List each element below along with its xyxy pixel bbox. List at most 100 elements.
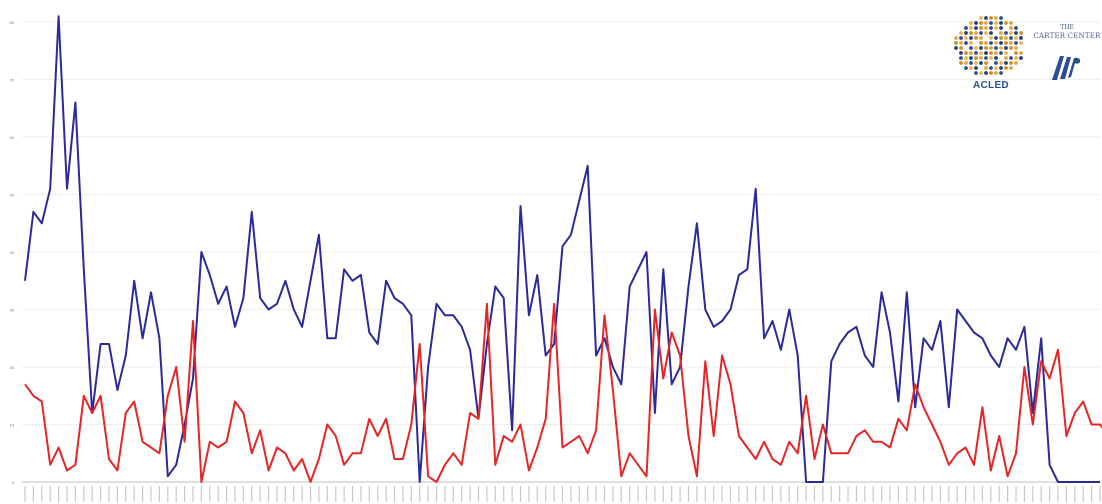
x-tick-mark xyxy=(167,486,169,502)
y-tick-label: 20 xyxy=(10,365,15,370)
x-tick-mark xyxy=(469,486,471,502)
x-tick-mark xyxy=(225,486,228,502)
x-tick-mark xyxy=(813,486,816,502)
x-tick-mark xyxy=(427,486,429,502)
x-tick-mark xyxy=(687,486,690,502)
x-tick-mark xyxy=(637,486,639,502)
x-tick-mark xyxy=(32,486,34,502)
x-tick-mark xyxy=(1091,486,1093,502)
x-tick-mark xyxy=(360,486,362,502)
x-tick-mark xyxy=(133,486,135,502)
x-tick-mark xyxy=(217,486,219,502)
x-tick-mark xyxy=(990,486,992,502)
x-tick-mark xyxy=(864,486,866,502)
x-tick-mark xyxy=(301,486,303,502)
x-tick-mark xyxy=(805,486,807,502)
x-tick-mark xyxy=(889,486,891,502)
x-tick-mark xyxy=(822,486,824,502)
x-tick-mark xyxy=(503,486,505,502)
x-tick-mark xyxy=(1099,486,1101,502)
x-tick-mark xyxy=(620,486,622,502)
x-tick-mark xyxy=(402,486,404,502)
x-tick-mark xyxy=(603,486,606,502)
acled-globe-icon xyxy=(954,16,1023,75)
y-tick-label: 10 xyxy=(10,423,15,428)
x-tick-mark xyxy=(1023,486,1026,502)
x-tick-mark xyxy=(276,486,278,502)
x-tick-mark xyxy=(998,486,1000,502)
y-tick-label: 60 xyxy=(10,135,15,140)
x-tick-mark xyxy=(981,486,984,502)
x-tick-mark xyxy=(108,486,110,502)
x-tick-mark xyxy=(847,486,849,502)
x-tick-mark xyxy=(1040,486,1042,502)
x-tick-mark xyxy=(839,486,841,502)
x-tick-mark xyxy=(175,486,177,502)
x-tick-mark xyxy=(158,486,160,502)
x-tick-mark xyxy=(729,486,732,502)
x-tick-mark xyxy=(645,486,648,502)
x-tick-mark xyxy=(309,486,312,502)
x-tick-mark xyxy=(1074,486,1076,502)
y-tick-label: 30 xyxy=(10,308,15,313)
x-tick-mark xyxy=(956,486,958,502)
x-tick-mark xyxy=(351,486,354,502)
x-tick-mark xyxy=(368,486,370,502)
x-tick-mark xyxy=(267,486,270,502)
x-tick-mark xyxy=(444,486,446,502)
x-tick-mark xyxy=(545,486,547,502)
x-tick-mark xyxy=(435,486,438,502)
x-tick-mark xyxy=(343,486,345,502)
x-tick-mark xyxy=(528,486,530,502)
x-tick-mark xyxy=(242,486,244,502)
x-tick-mark xyxy=(780,486,782,502)
x-tick-mark xyxy=(561,486,564,502)
x-tick-mark xyxy=(1032,486,1034,502)
x-tick-mark xyxy=(771,486,774,502)
x-tick-mark xyxy=(326,486,328,502)
y-tick-label: 40 xyxy=(10,250,15,255)
y-axis-tick-labels: 0 10 20 30 40 50 60 70 80 xyxy=(10,20,15,485)
x-tick-mark xyxy=(377,486,379,502)
x-tick-mark xyxy=(419,486,421,502)
x-tick-mark xyxy=(914,486,916,502)
x-tick-mark xyxy=(141,486,144,502)
x-tick-mark xyxy=(587,486,589,502)
x-tick-mark xyxy=(1057,486,1059,502)
x-tick-mark xyxy=(763,486,765,502)
x-tick-mark xyxy=(872,486,874,502)
x-tick-mark xyxy=(519,486,522,502)
x-tick-mark xyxy=(200,486,202,502)
x-tick-mark xyxy=(91,486,93,502)
carter-center-eagle-icon xyxy=(1052,56,1081,80)
x-tick-mark xyxy=(923,486,925,502)
x-tick-mark xyxy=(965,486,967,502)
y-tick-label: 70 xyxy=(10,78,15,83)
x-tick-mark xyxy=(1065,486,1068,502)
x-tick-mark xyxy=(209,486,211,502)
carter-center-name: CARTER CENTER xyxy=(1033,32,1101,40)
carter-center-the: THE xyxy=(1060,24,1074,31)
x-tick-mark xyxy=(410,486,412,502)
x-tick-mark xyxy=(746,486,748,502)
x-tick-mark xyxy=(679,486,681,502)
x-tick-mark xyxy=(704,486,706,502)
x-tick-mark xyxy=(99,486,102,502)
x-tick-mark xyxy=(83,486,85,502)
x-tick-mark xyxy=(595,486,597,502)
x-tick-mark xyxy=(662,486,664,502)
x-tick-mark xyxy=(654,486,656,502)
x-tick-mark xyxy=(477,486,480,502)
x-tick-mark xyxy=(335,486,337,502)
x-tick-mark xyxy=(234,486,236,502)
logos: ACLED THE CARTER CENTER xyxy=(950,12,1100,97)
x-tick-mark xyxy=(259,486,261,502)
x-tick-mark xyxy=(318,486,320,502)
x-tick-mark xyxy=(830,486,832,502)
x-tick-mark xyxy=(713,486,715,502)
acled-logo-text: ACLED xyxy=(973,80,1009,91)
x-tick-mark xyxy=(553,486,555,502)
x-tick-mark xyxy=(486,486,488,502)
x-tick-mark xyxy=(629,486,631,502)
x-tick-mark xyxy=(150,486,152,502)
